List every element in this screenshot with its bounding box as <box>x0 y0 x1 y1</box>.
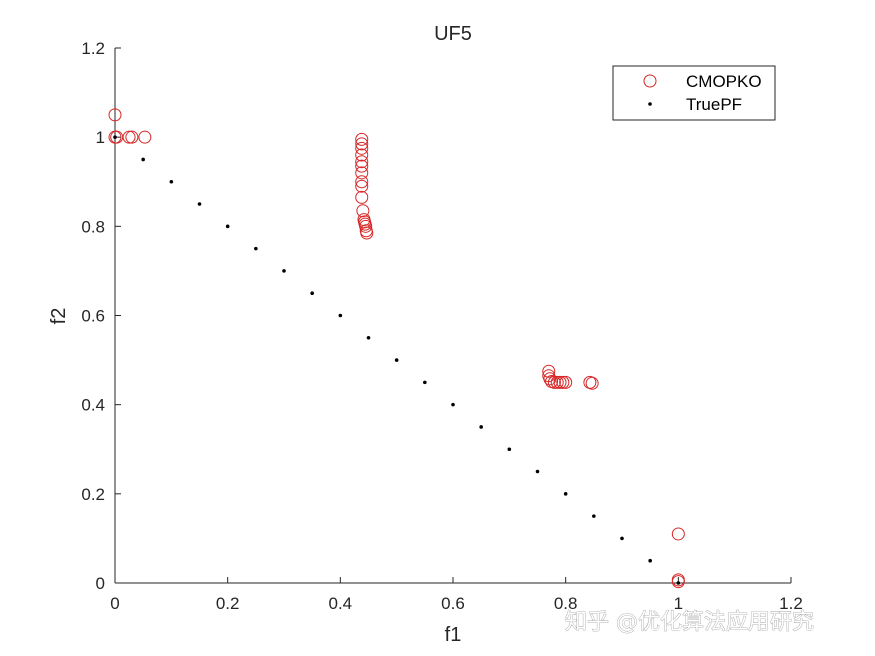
x-tick-label: 1.2 <box>779 594 803 613</box>
data-point-cmopko <box>355 148 369 162</box>
data-point-truepf <box>451 402 455 407</box>
data-point-cmopko <box>355 166 369 180</box>
data-point-truepf <box>169 179 174 184</box>
y-axis-label: f2 <box>48 308 70 325</box>
y-tick-label: 0.4 <box>81 396 105 415</box>
legend-marker-cmopko <box>643 74 657 88</box>
x-axis-label: f1 <box>445 624 462 646</box>
x-tick-label: 0.6 <box>441 594 465 613</box>
data-point-cmopko <box>360 226 374 240</box>
data-point-cmopko <box>355 179 369 193</box>
data-point-truepf <box>676 581 681 585</box>
data-point-truepf <box>113 135 117 139</box>
data-point-cmopko <box>355 132 369 146</box>
data-point-cmopko <box>585 376 599 390</box>
data-point-truepf <box>592 514 596 518</box>
data-point-truepf <box>338 313 343 318</box>
legend-marker-truepf <box>648 102 652 106</box>
data-point-cmopko <box>542 364 556 378</box>
data-point-cmopko <box>550 375 564 389</box>
y-tick-label: 0 <box>96 574 105 593</box>
data-point-cmopko <box>122 130 136 144</box>
data-point-cmopko <box>125 130 139 144</box>
series-cmopko <box>108 108 685 589</box>
data-point-truepf <box>141 157 145 162</box>
y-tick-label: 0.8 <box>81 217 105 236</box>
x-tick-label: 0.8 <box>554 594 578 613</box>
x-tick-label: 1 <box>674 594 683 613</box>
data-point-cmopko <box>356 204 370 218</box>
data-point-cmopko <box>355 137 369 151</box>
data-point-cmopko <box>559 375 573 389</box>
data-point-truepf <box>310 291 314 296</box>
data-point-cmopko <box>138 130 152 144</box>
data-point-cmopko <box>355 190 369 204</box>
x-ticks: 0 0.2 0.4 0.6 0.8 1 1.2 <box>110 577 803 613</box>
data-point-truepf <box>197 202 202 206</box>
data-point-cmopko <box>108 108 122 122</box>
data-point-truepf <box>225 224 230 229</box>
series-truepf <box>113 135 681 585</box>
x-tick-label: 0.4 <box>329 594 353 613</box>
data-point-cmopko <box>543 372 557 386</box>
y-ticks: 0 0.2 0.4 0.6 0.8 1 1.2 <box>81 39 121 593</box>
data-point-truepf <box>282 269 286 273</box>
x-tick-label: 0 <box>110 594 119 613</box>
data-point-truepf <box>535 469 540 474</box>
data-point-truepf <box>254 246 258 251</box>
watermark: 知乎 @优化算法应用研究 <box>565 610 814 635</box>
data-point-cmopko <box>556 375 570 389</box>
data-point-cmopko <box>359 219 373 233</box>
legend-label-cmopko: CMOPKO <box>686 72 762 91</box>
data-point-cmopko <box>547 375 561 389</box>
y-tick-label: 1 <box>96 128 105 147</box>
data-point-truepf <box>366 335 371 340</box>
data-point-cmopko <box>553 375 567 389</box>
plot-area: 0 0.2 0.4 0.6 0.8 1 1.2 0 0.2 0.4 0.6 0.8 1 1.2 <box>81 39 802 613</box>
data-point-cmopko <box>355 155 369 169</box>
data-point-truepf <box>507 447 512 452</box>
chart-title: UF5 <box>434 23 472 45</box>
data-point-cmopko <box>355 175 369 189</box>
x-tick-label: 0.2 <box>216 594 240 613</box>
legend: CMOPKO TruePF <box>612 65 776 121</box>
data-point-truepf <box>479 425 483 429</box>
data-point-truepf <box>423 380 427 385</box>
legend-box <box>612 65 776 121</box>
data-point-cmopko <box>355 141 369 155</box>
data-point-truepf <box>563 492 568 496</box>
y-tick-label: 0.2 <box>81 485 105 504</box>
y-tick-label: 1.2 <box>81 39 105 58</box>
data-point-cmopko <box>671 575 685 589</box>
data-point-truepf <box>648 558 652 563</box>
legend-label-truepf: TruePF <box>686 95 742 114</box>
data-point-truepf <box>620 536 624 541</box>
data-point-cmopko <box>355 159 369 173</box>
data-point-cmopko <box>671 527 685 541</box>
data-point-truepf <box>394 358 399 362</box>
y-tick-label: 0.6 <box>81 307 105 326</box>
